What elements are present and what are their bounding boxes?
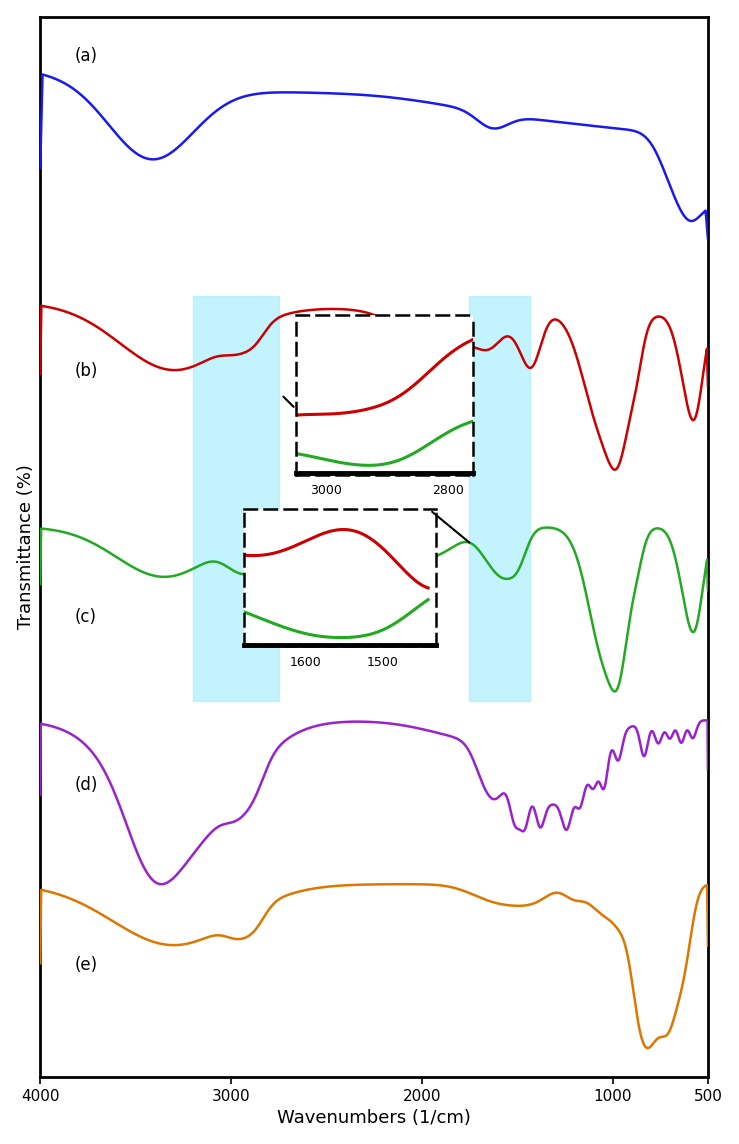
Text: (c): (c) bbox=[75, 607, 97, 626]
Text: (d): (d) bbox=[75, 776, 98, 794]
Text: (e): (e) bbox=[75, 956, 98, 975]
X-axis label: Wavenumbers (1/cm): Wavenumbers (1/cm) bbox=[277, 1110, 471, 1127]
Y-axis label: Transmittance (%): Transmittance (%) bbox=[17, 464, 35, 629]
Bar bbox=[469, 296, 531, 701]
Bar bbox=[193, 296, 279, 701]
Text: (b): (b) bbox=[75, 362, 98, 380]
Text: (a): (a) bbox=[75, 47, 98, 65]
